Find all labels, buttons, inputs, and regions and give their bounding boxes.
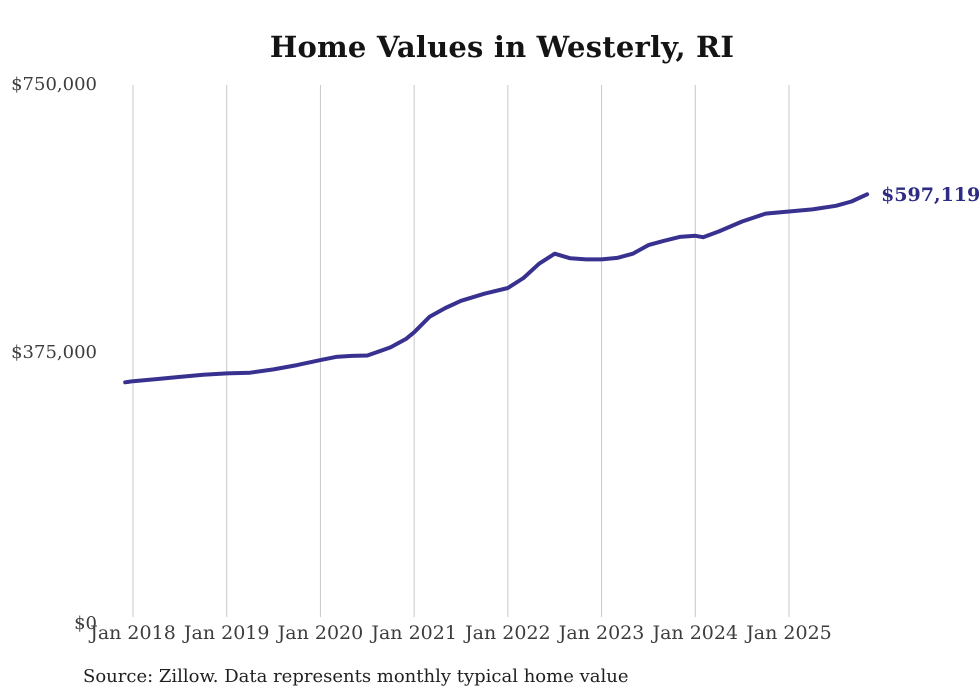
latest-value-label: $597,119 [881, 184, 980, 207]
chart-title: Home Values in Westerly, RI [269, 30, 735, 64]
y-axis-tick-label: $375,000 [11, 342, 97, 363]
x-axis-tick-label: Jan 2020 [277, 622, 364, 644]
x-axis-tick-label: Jan 2018 [90, 622, 176, 644]
x-axis-tick-label: Jan 2019 [183, 622, 270, 644]
y-axis-tick-label: $750,000 [11, 74, 97, 95]
x-axis-tick-label: Jan 2022 [465, 622, 551, 644]
x-axis-tick-label: Jan 2023 [558, 622, 645, 644]
home-value-line [123, 192, 870, 385]
x-axis-tick-label: Jan 2024 [652, 622, 739, 644]
y-axis-tick-label: $0 [74, 613, 97, 634]
x-axis-tick-label: Jan 2021 [371, 622, 457, 644]
x-axis-tick-label: Jan 2025 [746, 622, 832, 644]
source-note: Source: Zillow. Data represents monthly … [83, 666, 629, 687]
